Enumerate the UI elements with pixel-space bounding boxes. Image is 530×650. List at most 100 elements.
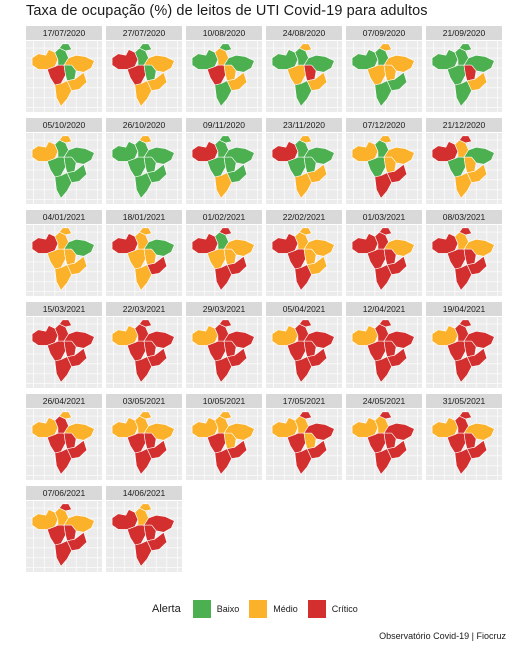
panel-map xyxy=(186,317,262,388)
panel-date-label: 01/03/2021 xyxy=(346,210,422,224)
map-panel: 12/04/2021 xyxy=(346,302,422,388)
panel-map xyxy=(186,225,262,296)
panel-map xyxy=(426,41,502,112)
brazil-map-svg xyxy=(106,225,182,296)
region-south xyxy=(134,172,152,199)
map-panel: 24/08/2020 xyxy=(266,26,342,112)
region-north-tip xyxy=(59,411,72,420)
brazil-map-svg xyxy=(266,317,342,388)
region-north-tip xyxy=(59,227,72,236)
panel-date-label: 21/09/2020 xyxy=(426,26,502,40)
map-panel: 17/05/2021 xyxy=(266,394,342,480)
region-south xyxy=(454,448,472,475)
panel-map xyxy=(266,133,342,204)
region-north-tip xyxy=(379,319,392,328)
panel-date-label: 31/05/2021 xyxy=(426,394,502,408)
panel-map xyxy=(346,317,422,388)
region-south xyxy=(54,264,72,291)
panel-date-label: 26/04/2021 xyxy=(26,394,102,408)
small-multiples-grid: 17/07/2020 27/07/2020 10/08/2020 24/08/2020… xyxy=(26,26,502,572)
legend-title: Alerta xyxy=(152,603,181,615)
panel-date-label: 07/06/2021 xyxy=(26,486,102,500)
region-north-tip xyxy=(219,43,232,52)
map-panel: 01/03/2021 xyxy=(346,210,422,296)
region-south xyxy=(374,356,392,383)
map-panel: 07/06/2021 xyxy=(26,486,102,572)
panel-date-label: 14/06/2021 xyxy=(106,486,182,500)
map-panel: 22/02/2021 xyxy=(266,210,342,296)
map-panel: 15/03/2021 xyxy=(26,302,102,388)
panel-map xyxy=(106,317,182,388)
region-south xyxy=(454,264,472,291)
panel-map xyxy=(426,317,502,388)
region-south xyxy=(214,264,232,291)
map-panel: 10/05/2021 xyxy=(186,394,262,480)
map-panel: 05/04/2021 xyxy=(266,302,342,388)
brazil-map-svg xyxy=(26,133,102,204)
map-panel: 23/11/2020 xyxy=(266,118,342,204)
map-panel: 07/09/2020 xyxy=(346,26,422,112)
region-south xyxy=(134,540,152,567)
region-south xyxy=(54,540,72,567)
region-south xyxy=(374,80,392,107)
panel-date-label: 05/04/2021 xyxy=(266,302,342,316)
map-panel: 24/05/2021 xyxy=(346,394,422,480)
panel-map xyxy=(186,409,262,480)
brazil-map-svg xyxy=(186,133,262,204)
map-panel: 05/10/2020 xyxy=(26,118,102,204)
region-north-tip xyxy=(219,227,232,236)
legend-item-baixo: Baixo xyxy=(192,600,239,618)
map-panel: 26/10/2020 xyxy=(106,118,182,204)
panel-map xyxy=(106,133,182,204)
map-panel: 10/08/2020 xyxy=(186,26,262,112)
region-north-tip xyxy=(59,503,72,512)
panel-date-label: 07/12/2020 xyxy=(346,118,422,132)
panel-map xyxy=(26,409,102,480)
panel-date-label: 10/08/2020 xyxy=(186,26,262,40)
region-south xyxy=(294,448,312,475)
region-south xyxy=(214,356,232,383)
region-south xyxy=(134,264,152,291)
panel-map xyxy=(426,225,502,296)
region-north-tip xyxy=(299,43,312,52)
panel-map xyxy=(26,225,102,296)
panel-map xyxy=(426,409,502,480)
panel-map xyxy=(346,225,422,296)
brazil-map-svg xyxy=(266,41,342,112)
panel-map xyxy=(346,133,422,204)
region-north-tip xyxy=(139,503,152,512)
brazil-map-svg xyxy=(106,41,182,112)
panel-date-label: 24/05/2021 xyxy=(346,394,422,408)
region-north-tip xyxy=(219,411,232,420)
region-south xyxy=(54,172,72,199)
panel-map xyxy=(26,501,102,572)
brazil-map-svg xyxy=(346,133,422,204)
chart-title: Taxa de ocupação (%) de leitos de UTI Co… xyxy=(26,3,428,19)
region-north-tip xyxy=(219,319,232,328)
map-panel: 19/04/2021 xyxy=(426,302,502,388)
panel-map xyxy=(106,409,182,480)
region-north-tip xyxy=(139,411,152,420)
legend-label-critico: Crítico xyxy=(331,604,358,614)
map-panel: 04/01/2021 xyxy=(26,210,102,296)
panel-date-label: 22/03/2021 xyxy=(106,302,182,316)
region-north-tip xyxy=(459,411,472,420)
region-north-tip xyxy=(379,43,392,52)
brazil-map-svg xyxy=(26,41,102,112)
region-south xyxy=(134,356,152,383)
panel-map xyxy=(346,41,422,112)
panel-date-label: 17/07/2020 xyxy=(26,26,102,40)
brazil-map-svg xyxy=(186,317,262,388)
panel-date-label: 21/12/2020 xyxy=(426,118,502,132)
map-panel: 09/11/2020 xyxy=(186,118,262,204)
legend-item-critico: Crítico xyxy=(307,600,358,618)
brazil-map-svg xyxy=(346,41,422,112)
panel-date-label: 18/01/2021 xyxy=(106,210,182,224)
region-north-tip xyxy=(459,227,472,236)
brazil-map-svg xyxy=(26,501,102,572)
region-north-tip xyxy=(59,43,72,52)
brazil-map-svg xyxy=(106,409,182,480)
brazil-map-svg xyxy=(106,317,182,388)
map-panel: 31/05/2021 xyxy=(426,394,502,480)
region-south xyxy=(214,448,232,475)
